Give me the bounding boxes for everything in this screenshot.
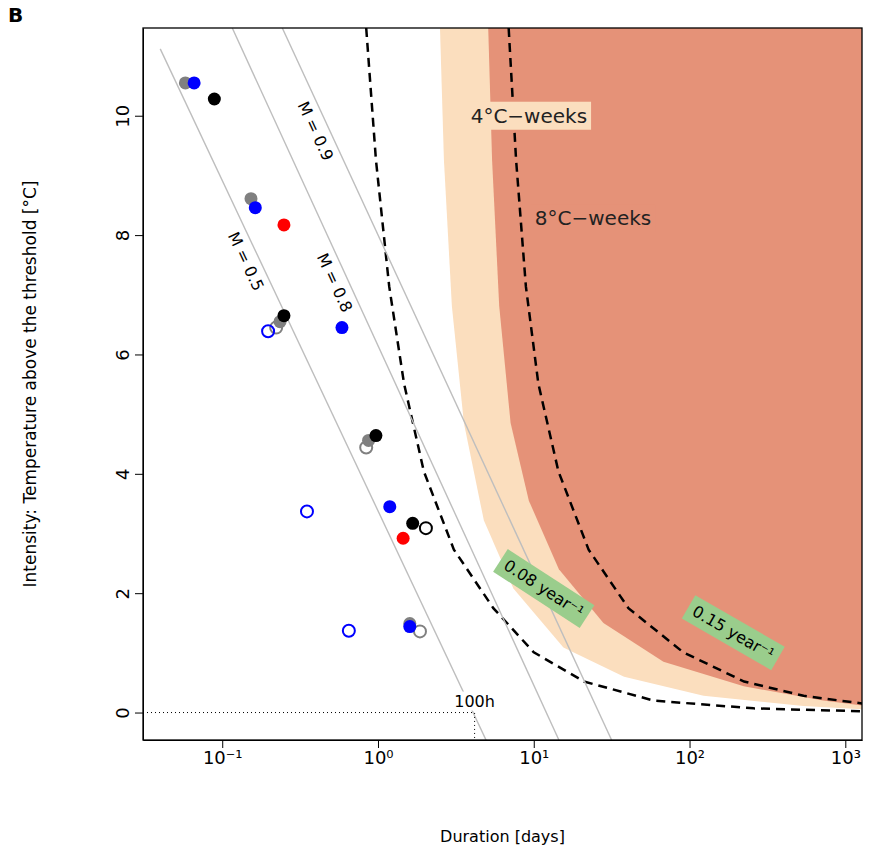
data-point <box>301 505 313 517</box>
data-point <box>383 500 396 513</box>
threshold-line <box>143 713 475 740</box>
x-axis-title: Duration [days] <box>440 827 565 846</box>
x-tick: 10¹ <box>519 740 549 768</box>
x-axis: 10⁻¹ 10⁰ 10¹ 10² 10³ <box>144 740 863 768</box>
x-tick-label: 10¹ <box>519 747 549 768</box>
data-point <box>277 309 290 322</box>
x-tick-label: 10² <box>675 747 705 768</box>
region-label-background <box>467 102 591 130</box>
y-tick-label: 10 <box>112 105 133 128</box>
y-tick-label: 2 <box>112 588 133 599</box>
y-tick-mark <box>135 713 143 714</box>
plot-area <box>143 28 862 740</box>
reference-line <box>282 28 611 740</box>
data-point <box>397 532 410 545</box>
region-label-group: 8°C−weeks <box>531 204 655 232</box>
region-label: 8°C−weeks <box>535 206 651 230</box>
y-tick: 4 <box>112 469 143 480</box>
threshold-label: 100h <box>454 692 495 711</box>
data-point <box>277 218 290 231</box>
y-tick: 2 <box>112 588 143 599</box>
y-axis: 0 2 4 6 8 10 <box>112 29 144 741</box>
region-label-background <box>531 204 655 232</box>
data-point <box>208 93 221 106</box>
region <box>440 28 862 710</box>
y-tick-mark <box>135 235 143 236</box>
data-point <box>188 76 201 89</box>
data-point <box>406 517 419 530</box>
y-tick: 8 <box>112 230 143 241</box>
data-point <box>249 201 262 214</box>
data-point <box>403 620 416 633</box>
labels: M = 0.5 M = 0.8 M = 0.9 4°C−weeks 8°C−weeks 0… <box>224 99 785 711</box>
x-tick: 10⁰ <box>363 740 393 768</box>
data-point <box>343 625 355 637</box>
y-tick-mark <box>135 474 143 475</box>
region-label: 4°C−weeks <box>471 104 587 128</box>
threshold-label-background <box>452 692 497 711</box>
data-point <box>360 442 372 454</box>
y-tick-label: 8 <box>112 230 133 241</box>
reference-line-label: M = 0.9 <box>294 99 338 164</box>
data-point <box>262 325 274 337</box>
plot-frame <box>143 28 862 740</box>
threshold-label-group: 100h <box>452 692 497 711</box>
y-tick-label: 6 <box>112 349 133 360</box>
rate-label-background <box>682 595 785 670</box>
reference-line <box>160 49 487 740</box>
reference-line-label: M = 0.5 <box>224 229 268 294</box>
rate-label-group: 0.15 year⁻¹ <box>682 595 785 670</box>
y-tick: 6 <box>112 349 143 360</box>
x-tick: 10² <box>675 740 705 768</box>
chart: 10⁻¹10⁰10¹10²10³0246810M = 0.5M = 0.8M =… <box>0 0 869 858</box>
rate-label-background <box>493 549 594 628</box>
reference-line-label: M = 0.8 <box>313 250 356 315</box>
y-tick-label: 0 <box>112 707 133 718</box>
x-tick-label: 10³ <box>831 747 861 768</box>
y-tick: 0 <box>112 707 143 718</box>
data-point <box>335 321 348 334</box>
data-point <box>420 522 432 534</box>
panel-label: B <box>8 3 23 27</box>
y-tick-mark <box>135 354 143 355</box>
rate-label: 0.08 year⁻¹ <box>500 556 587 622</box>
rate-label-group: 0.08 year⁻¹ <box>493 549 594 628</box>
x-tick-label: 10⁻¹ <box>203 747 243 768</box>
y-tick-mark <box>135 116 143 117</box>
x-tick: 10³ <box>831 740 861 768</box>
y-tick-label: 4 <box>112 469 133 480</box>
region-label-group: 4°C−weeks <box>467 102 591 130</box>
x-tick-label: 10⁰ <box>363 747 393 768</box>
y-tick-mark <box>135 593 143 594</box>
reference-line <box>232 28 559 740</box>
x-tick: 10⁻¹ <box>203 740 243 768</box>
data-point <box>369 429 382 442</box>
y-tick: 10 <box>112 105 143 128</box>
y-axis-title: Intensity: Temperature above the thresho… <box>20 181 40 588</box>
rate-label: 0.15 year⁻¹ <box>689 602 778 664</box>
